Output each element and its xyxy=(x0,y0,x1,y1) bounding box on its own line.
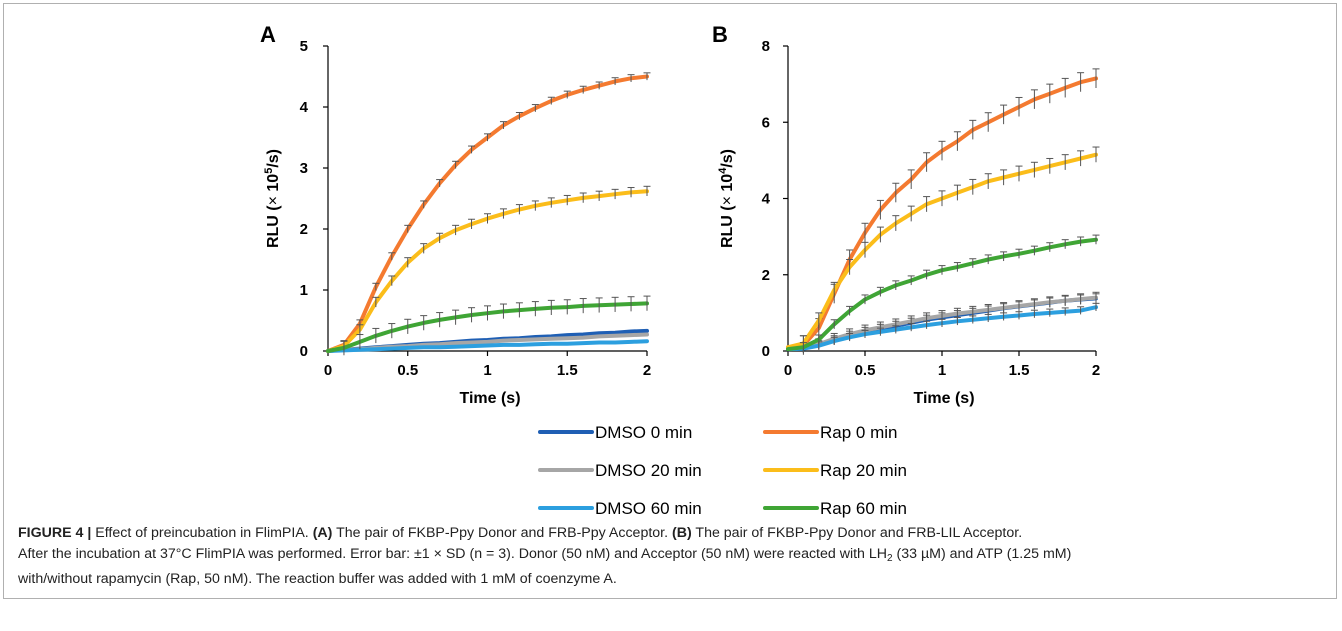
caption-title: Effect of preincubation in FlimPIA. xyxy=(91,525,309,541)
x-tick-label: 0.5 xyxy=(397,362,418,379)
caption-label: FIGURE 4 | xyxy=(18,525,92,541)
x-tick-label: 1.5 xyxy=(557,362,578,379)
x-axis-label: Time (s) xyxy=(913,390,974,407)
caption-line3: with/without rapamycin (Rap, 50 nM). The… xyxy=(18,571,617,587)
caption-line2-sub: 2 xyxy=(887,552,893,564)
y-tick-label: 2 xyxy=(300,221,308,238)
chart-panel-b: B 0 2 4 6 8 0 0.5 1 1.5 2 Time (s) RLU (× 104/s) xyxy=(712,22,1100,407)
panel-label-b: B xyxy=(712,22,728,47)
y-tick-label: 0 xyxy=(762,343,770,360)
caption-a-text: The pair of FKBP-Ppy Donor and FRB-Ppy A… xyxy=(332,525,669,541)
legend-label-rap-20-min: Rap 20 min xyxy=(820,461,907,480)
caption-b-text: The pair of FKBP-Ppy Donor and FRB-LIL A… xyxy=(691,525,1023,541)
y-tick-label: 5 xyxy=(300,38,308,55)
y-tick-label: 2 xyxy=(762,267,770,284)
x-tick-label: 2 xyxy=(643,362,651,379)
caption-line2: After the incubation at 37°C FlimPIA was… xyxy=(18,545,888,562)
y-tick-label: 0 xyxy=(300,343,308,360)
chart-panel-a: A 0 1 2 3 4 5 0 0.5 1 1.5 2 Time (s) RLU (× 105/s) xyxy=(260,22,651,407)
figure-canvas: A 0 1 2 3 4 5 0 0.5 1 1.5 2 Time (s) RLU (× 105/s) B 0… xyxy=(260,22,1100,518)
x-tick-label: 0.5 xyxy=(855,362,876,379)
x-tick-label: 0 xyxy=(324,362,332,379)
caption-b-label: (B) xyxy=(672,525,692,541)
caption-a-label: (A) xyxy=(312,525,333,541)
panel-label-a: A xyxy=(260,22,276,47)
legend-label-dmso-20-min: DMSO 20 min xyxy=(595,461,702,480)
x-tick-label: 0 xyxy=(784,362,792,379)
y-tick-label: 6 xyxy=(762,114,770,131)
legend-label-rap-0-min: Rap 0 min xyxy=(820,423,897,442)
x-tick-label: 1 xyxy=(483,362,491,379)
x-tick-label: 1.5 xyxy=(1009,362,1030,379)
series-line-dmso-60-min xyxy=(326,339,649,353)
x-axis-label: Time (s) xyxy=(459,390,520,407)
legend-label-dmso-0-min: DMSO 0 min xyxy=(595,423,692,442)
legend-label-rap-60-min: Rap 60 min xyxy=(820,499,907,518)
y-axis-label: RLU (× 104/s) xyxy=(717,149,736,248)
legend: DMSO 0 min Rap 0 min DMSO 20 min Rap 20 min… xyxy=(538,423,907,518)
x-tick-label: 2 xyxy=(1092,362,1100,379)
y-tick-label: 3 xyxy=(300,160,308,177)
figure-frame xyxy=(3,3,1337,599)
x-tick-label: 1 xyxy=(938,362,946,379)
legend-label-dmso-60-min: DMSO 60 min xyxy=(595,499,702,518)
y-axis-label: RLU (× 105/s) xyxy=(263,149,282,248)
figure-caption: FIGURE 4 | Effect of preincubation in Fl… xyxy=(18,523,1328,590)
caption-line2-end: (33 µM) and ATP (1.25 mM) xyxy=(892,545,1072,562)
y-tick-label: 4 xyxy=(762,191,771,208)
y-tick-label: 8 xyxy=(762,38,770,55)
y-tick-label: 4 xyxy=(300,99,309,116)
y-tick-label: 1 xyxy=(300,282,308,299)
